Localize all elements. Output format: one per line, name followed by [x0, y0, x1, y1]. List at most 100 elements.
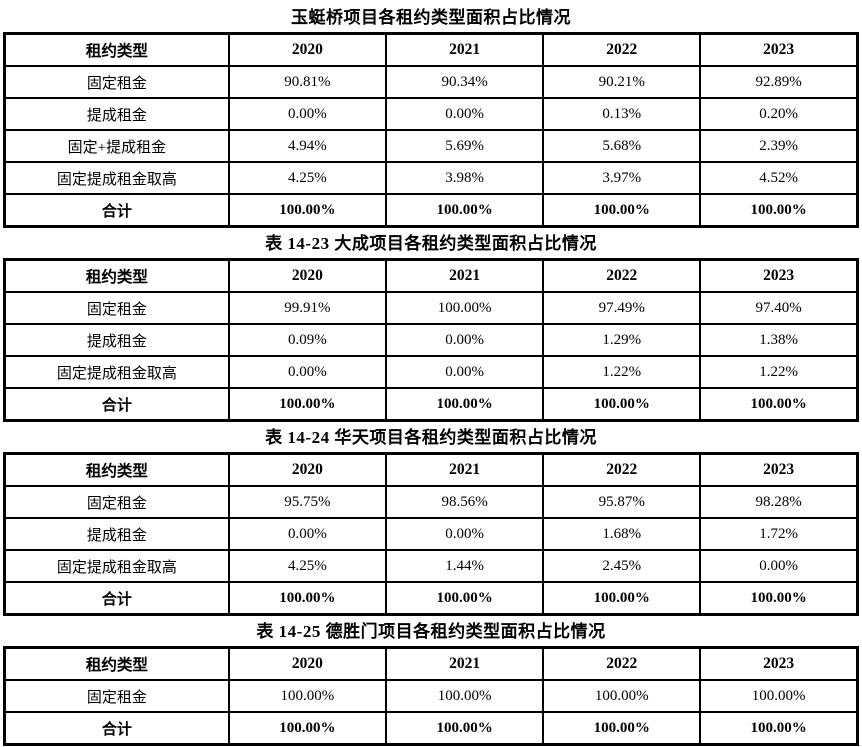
row-label-total: 合计	[3, 387, 230, 422]
table-row: 固定提成租金取高 4.25% 3.98% 3.97% 4.52%	[3, 161, 859, 195]
column-header-2020: 2020	[227, 646, 387, 681]
table-cell: 100.00%	[384, 679, 545, 713]
row-label-total: 合计	[3, 711, 230, 746]
table-cell: 1.22%	[542, 355, 702, 389]
table-row: 提成租金 0.00% 0.00% 1.68% 1.72%	[3, 517, 859, 551]
table-row: 提成租金 0.09% 0.00% 1.29% 1.38%	[3, 323, 859, 357]
table-cell: 100.00%	[384, 193, 545, 228]
table-section-yutingqiao: 玉蜓桥项目各租约类型面积占比情况 租约类型 2020 2021 2022 202…	[3, 8, 859, 228]
column-header-2020: 2020	[227, 32, 387, 67]
column-header-2022: 2022	[542, 258, 702, 293]
total-row: 合计 100.00% 100.00% 100.00% 100.00%	[3, 581, 859, 616]
table-cell: 1.72%	[699, 517, 859, 551]
table-row: 固定租金 90.81% 90.34% 90.21% 92.89%	[3, 65, 859, 99]
row-label-total: 合计	[3, 581, 230, 616]
header-row: 租约类型 2020 2021 2022 2023	[3, 452, 859, 487]
table-cell: 100.00%	[699, 581, 859, 616]
table-cell: 0.13%	[542, 97, 702, 131]
area-ratio-table-yutingqiao: 租约类型 2020 2021 2022 2023 固定租金 90.81% 90.…	[3, 32, 859, 228]
table-cell: 0.20%	[699, 97, 859, 131]
column-header-lease-type: 租约类型	[3, 32, 230, 67]
row-label: 固定租金	[3, 679, 230, 713]
table-cell: 0.00%	[227, 517, 387, 551]
total-row: 合计 100.00% 100.00% 100.00% 100.00%	[3, 387, 859, 422]
row-label: 固定+提成租金	[3, 129, 230, 163]
total-row: 合计 100.00% 100.00% 100.00% 100.00%	[3, 711, 859, 746]
table-cell: 100.00%	[699, 387, 859, 422]
table-cell: 100.00%	[699, 193, 859, 228]
column-header-2023: 2023	[699, 258, 859, 293]
column-header-2021: 2021	[384, 258, 545, 293]
table-cell: 97.40%	[699, 291, 859, 325]
table-row: 固定租金 95.75% 98.56% 95.87% 98.28%	[3, 485, 859, 519]
column-header-2022: 2022	[542, 452, 702, 487]
area-ratio-table-huatian: 租约类型 2020 2021 2022 2023 固定租金 95.75% 98.…	[3, 452, 859, 616]
column-header-2020: 2020	[227, 452, 387, 487]
row-label: 固定提成租金取高	[3, 549, 230, 583]
column-header-2020: 2020	[227, 258, 387, 293]
table-cell: 100.00%	[384, 387, 545, 422]
table-cell: 100.00%	[699, 711, 859, 746]
column-header-lease-type: 租约类型	[3, 646, 230, 681]
table-row: 固定+提成租金 4.94% 5.69% 5.68% 2.39%	[3, 129, 859, 163]
row-label-total: 合计	[3, 193, 230, 228]
table-cell: 4.94%	[227, 129, 387, 163]
table-cell: 100.00%	[227, 193, 387, 228]
table-section-dacheng: 表 14-23 大成项目各租约类型面积占比情况 租约类型 2020 2021 2…	[3, 234, 859, 422]
table-cell: 98.56%	[384, 485, 545, 519]
column-header-2023: 2023	[699, 32, 859, 67]
table-row: 固定提成租金取高 0.00% 0.00% 1.22% 1.22%	[3, 355, 859, 389]
row-label: 固定提成租金取高	[3, 161, 230, 195]
table-cell: 2.45%	[542, 549, 702, 583]
table-cell: 97.49%	[542, 291, 702, 325]
table-title: 表 14-25 德胜门项目各租约类型面积占比情况	[256, 622, 606, 641]
table-cell: 0.09%	[227, 323, 387, 357]
table-title: 表 14-23 大成项目各租约类型面积占比情况	[265, 234, 597, 253]
table-cell: 0.00%	[384, 355, 545, 389]
table-cell: 90.34%	[384, 65, 545, 99]
table-cell: 4.25%	[227, 161, 387, 195]
header-row: 租约类型 2020 2021 2022 2023	[3, 32, 859, 67]
table-cell: 2.39%	[699, 129, 859, 163]
table-cell: 1.29%	[542, 323, 702, 357]
row-label: 固定提成租金取高	[3, 355, 230, 389]
table-cell: 100.00%	[542, 387, 702, 422]
table-cell: 100.00%	[384, 581, 545, 616]
total-row: 合计 100.00% 100.00% 100.00% 100.00%	[3, 193, 859, 228]
table-cell: 100.00%	[699, 679, 859, 713]
table-cell: 4.52%	[699, 161, 859, 195]
table-cell: 1.38%	[699, 323, 859, 357]
table-cell: 90.21%	[542, 65, 702, 99]
table-cell: 100.00%	[227, 387, 387, 422]
table-cell: 92.89%	[699, 65, 859, 99]
table-cell: 5.68%	[542, 129, 702, 163]
table-cell: 1.44%	[384, 549, 545, 583]
table-cell: 98.28%	[699, 485, 859, 519]
row-label: 提成租金	[3, 323, 230, 357]
row-label: 提成租金	[3, 97, 230, 131]
column-header-2023: 2023	[699, 646, 859, 681]
header-row: 租约类型 2020 2021 2022 2023	[3, 258, 859, 293]
table-cell: 100.00%	[542, 581, 702, 616]
header-row: 租约类型 2020 2021 2022 2023	[3, 646, 859, 681]
column-header-lease-type: 租约类型	[3, 452, 230, 487]
table-cell: 95.75%	[227, 485, 387, 519]
table-title: 玉蜓桥项目各租约类型面积占比情况	[291, 8, 571, 27]
table-cell: 0.00%	[227, 97, 387, 131]
table-cell: 1.68%	[542, 517, 702, 551]
column-header-lease-type: 租约类型	[3, 258, 230, 293]
table-cell: 99.91%	[227, 291, 387, 325]
table-cell: 100.00%	[227, 679, 387, 713]
row-label: 固定租金	[3, 65, 230, 99]
table-cell: 100.00%	[384, 711, 545, 746]
column-header-2022: 2022	[542, 646, 702, 681]
table-row: 固定提成租金取高 4.25% 1.44% 2.45% 0.00%	[3, 549, 859, 583]
table-row: 提成租金 0.00% 0.00% 0.13% 0.20%	[3, 97, 859, 131]
table-cell: 0.00%	[227, 355, 387, 389]
table-cell: 100.00%	[542, 711, 702, 746]
table-cell: 100.00%	[227, 711, 387, 746]
table-cell: 3.97%	[542, 161, 702, 195]
table-section-huatian: 表 14-24 华天项目各租约类型面积占比情况 租约类型 2020 2021 2…	[3, 428, 859, 616]
area-ratio-table-dacheng: 租约类型 2020 2021 2022 2023 固定租金 99.91% 100…	[3, 258, 859, 422]
